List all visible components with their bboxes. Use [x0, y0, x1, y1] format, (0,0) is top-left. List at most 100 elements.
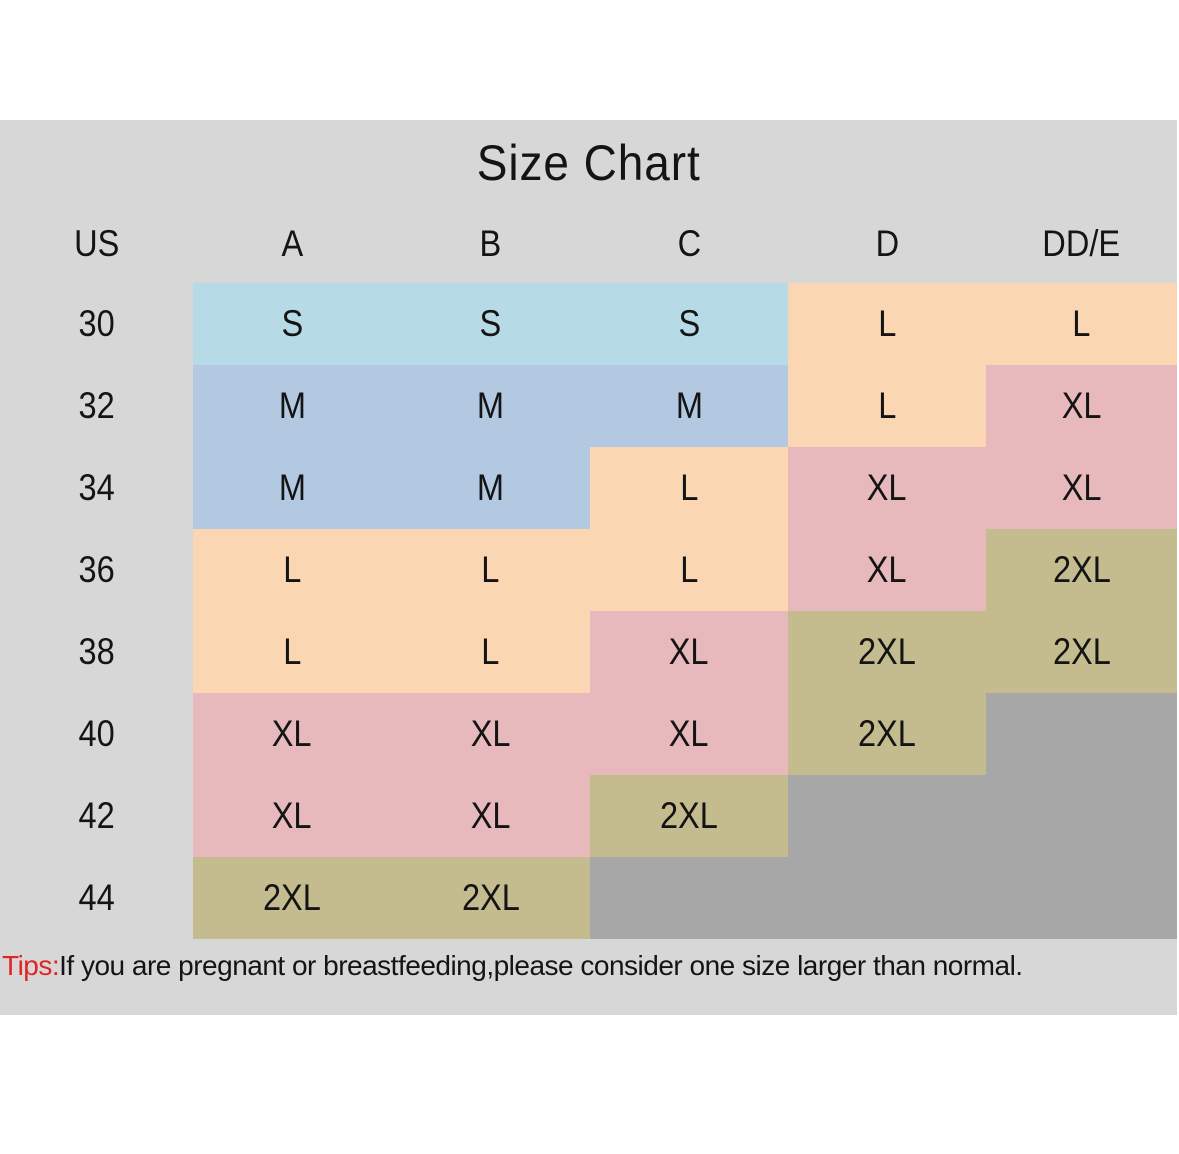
size-cell: M	[391, 365, 590, 447]
size-cell-label: L	[1072, 303, 1091, 344]
size-cell: XL	[788, 447, 986, 529]
size-cell-label: 2XL	[858, 631, 916, 672]
size-cell-label: XL	[867, 549, 907, 590]
column-header-a: A	[193, 205, 391, 283]
size-cell-label: L	[282, 549, 302, 590]
size-cell: L	[788, 283, 986, 365]
tips-label: Tips:	[2, 950, 60, 981]
tips-line: Tips:If you are pregnant or breastfeedin…	[2, 946, 1132, 985]
size-cell-label: L	[481, 631, 500, 672]
size-cell-label: L	[877, 385, 897, 426]
size-cell: XL	[193, 775, 391, 857]
column-header-c: C	[590, 205, 788, 283]
size-cell-label: 2XL	[1052, 631, 1111, 672]
size-cell-label: XL	[272, 795, 312, 836]
size-cell: L	[391, 611, 590, 693]
size-cell: S	[391, 283, 590, 365]
size-cell-label: L	[282, 631, 302, 672]
size-chart-panel: Size Chart US A B C D DD/E 30 S S S L L 32 M M M L XL 34 M M…	[0, 120, 1177, 1015]
size-cell: M	[391, 447, 590, 529]
size-cell: L	[391, 529, 590, 611]
size-cell: XL	[788, 529, 986, 611]
size-cell	[788, 857, 986, 939]
row-label-30-label: 30	[78, 303, 115, 344]
row-label-32-label: 32	[78, 385, 115, 426]
size-cell: 2XL	[391, 857, 590, 939]
size-cell: XL	[590, 693, 788, 775]
row-label-38-label: 38	[78, 631, 115, 672]
size-cell	[986, 857, 1177, 939]
size-cell-label: 2XL	[461, 877, 520, 918]
size-cell-label: M	[278, 385, 306, 426]
column-header-c-label: C	[677, 223, 701, 264]
size-cell-label: XL	[867, 467, 907, 508]
size-cell: 2XL	[986, 611, 1177, 693]
row-label-32: 32	[0, 365, 193, 447]
row-label-44-label: 44	[78, 877, 115, 918]
column-header-us-label: US	[73, 223, 120, 264]
row-label-30: 30	[0, 283, 193, 365]
size-cell-label: XL	[1061, 467, 1102, 508]
title-area: Size Chart	[0, 120, 1177, 205]
size-cell-label: L	[679, 467, 699, 508]
size-cell-label: S	[678, 303, 700, 344]
size-cell-label: M	[476, 467, 505, 508]
size-cell-label: XL	[272, 713, 312, 754]
page-title: Size Chart	[476, 134, 701, 191]
row-label-38: 38	[0, 611, 193, 693]
size-cell-label: M	[675, 385, 703, 426]
column-header-b: B	[391, 205, 590, 283]
size-cell-label: L	[481, 549, 500, 590]
size-cell: 2XL	[193, 857, 391, 939]
size-cell-label: XL	[470, 713, 511, 754]
size-cell-label: XL	[1061, 385, 1102, 426]
size-cell: S	[590, 283, 788, 365]
size-cell: M	[590, 365, 788, 447]
column-header-a-label: A	[281, 223, 303, 264]
size-cell: M	[193, 447, 391, 529]
row-label-36: 36	[0, 529, 193, 611]
size-table: US A B C D DD/E 30 S S S L L 32 M M M L XL 34 M M L XL XL 36 L L L X…	[0, 205, 1177, 939]
tips-note: Tips:If you are pregnant or breastfeedin…	[0, 939, 1177, 985]
column-header-b-label: B	[479, 223, 502, 264]
size-cell: 2XL	[590, 775, 788, 857]
size-cell-label: 2XL	[263, 877, 321, 918]
size-cell: M	[193, 365, 391, 447]
size-cell: XL	[391, 775, 590, 857]
size-cell-label: XL	[669, 713, 709, 754]
row-label-42-label: 42	[78, 795, 115, 836]
row-label-42: 42	[0, 775, 193, 857]
tips-text: If you are pregnant or breastfeeding,ple…	[59, 950, 1023, 981]
row-label-36-label: 36	[78, 549, 115, 590]
size-cell-label: M	[476, 385, 505, 426]
size-cell: L	[788, 365, 986, 447]
size-cell-label: S	[479, 303, 502, 344]
size-cell-label: S	[281, 303, 303, 344]
size-cell: L	[193, 611, 391, 693]
size-cell: L	[193, 529, 391, 611]
row-label-40: 40	[0, 693, 193, 775]
size-cell	[788, 775, 986, 857]
size-cell: 2XL	[986, 529, 1177, 611]
size-cell: XL	[986, 447, 1177, 529]
row-label-34-label: 34	[78, 467, 115, 508]
size-cell: L	[986, 283, 1177, 365]
size-cell	[986, 693, 1177, 775]
size-cell-label: 2XL	[660, 795, 718, 836]
size-cell: XL	[391, 693, 590, 775]
size-cell: L	[590, 529, 788, 611]
size-cell-label: XL	[470, 795, 511, 836]
size-cell-label: M	[278, 467, 306, 508]
size-cell: 2XL	[788, 611, 986, 693]
column-header-dde: DD/E	[986, 205, 1177, 283]
size-cell	[986, 775, 1177, 857]
column-header-d-label: D	[875, 223, 899, 264]
size-cell: XL	[590, 611, 788, 693]
column-header-d: D	[788, 205, 986, 283]
row-label-44: 44	[0, 857, 193, 939]
size-cell: L	[590, 447, 788, 529]
size-cell: S	[193, 283, 391, 365]
size-cell-label: 2XL	[1052, 549, 1111, 590]
size-cell	[590, 857, 788, 939]
column-header-us: US	[0, 205, 193, 283]
